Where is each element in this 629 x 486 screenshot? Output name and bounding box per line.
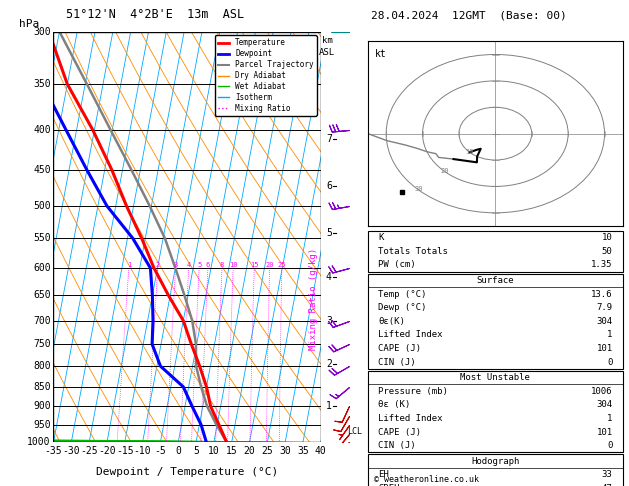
Text: 101: 101 bbox=[596, 344, 613, 353]
Text: 550: 550 bbox=[33, 233, 51, 243]
Text: -15: -15 bbox=[116, 446, 133, 455]
Text: 1: 1 bbox=[607, 330, 613, 339]
Text: km: km bbox=[322, 35, 333, 45]
Text: 500: 500 bbox=[33, 201, 51, 211]
Text: 20: 20 bbox=[243, 446, 255, 455]
Text: 47: 47 bbox=[602, 484, 613, 486]
Text: 25: 25 bbox=[262, 446, 273, 455]
Text: 304: 304 bbox=[596, 400, 613, 409]
Text: 450: 450 bbox=[33, 165, 51, 175]
Text: Lifted Index: Lifted Index bbox=[378, 414, 443, 423]
Text: 900: 900 bbox=[33, 401, 51, 411]
Text: 15: 15 bbox=[226, 446, 238, 455]
Text: CAPE (J): CAPE (J) bbox=[378, 428, 421, 436]
Text: θε(K): θε(K) bbox=[378, 317, 405, 326]
Text: 4: 4 bbox=[187, 262, 191, 268]
Text: 10: 10 bbox=[602, 233, 613, 242]
Text: 400: 400 bbox=[33, 125, 51, 135]
Text: K: K bbox=[378, 233, 384, 242]
Text: Lifted Index: Lifted Index bbox=[378, 330, 443, 339]
Text: Surface: Surface bbox=[477, 276, 514, 285]
Text: 1: 1 bbox=[607, 414, 613, 423]
Text: 50: 50 bbox=[602, 247, 613, 256]
Text: 3: 3 bbox=[174, 262, 177, 268]
Text: Hodograph: Hodograph bbox=[471, 457, 520, 466]
Text: 2: 2 bbox=[155, 262, 160, 268]
Text: Dewpoint / Temperature (°C): Dewpoint / Temperature (°C) bbox=[96, 467, 278, 477]
Text: 600: 600 bbox=[33, 263, 51, 273]
Text: 15: 15 bbox=[250, 262, 259, 268]
Text: 35: 35 bbox=[297, 446, 309, 455]
Text: 0: 0 bbox=[607, 441, 613, 450]
Text: 3: 3 bbox=[326, 316, 332, 326]
Text: 20: 20 bbox=[265, 262, 274, 268]
Text: 750: 750 bbox=[33, 339, 51, 349]
Text: 350: 350 bbox=[33, 79, 51, 89]
Text: 1: 1 bbox=[326, 401, 332, 411]
Text: 101: 101 bbox=[596, 428, 613, 436]
Text: 1: 1 bbox=[126, 262, 131, 268]
Text: 304: 304 bbox=[596, 317, 613, 326]
Text: 1000: 1000 bbox=[27, 437, 51, 447]
Text: EH: EH bbox=[378, 470, 389, 479]
Text: 1.35: 1.35 bbox=[591, 260, 613, 269]
Text: 10: 10 bbox=[465, 149, 474, 155]
Text: 8: 8 bbox=[220, 262, 224, 268]
Text: SREH: SREH bbox=[378, 484, 399, 486]
Text: 650: 650 bbox=[33, 290, 51, 300]
Text: 6: 6 bbox=[206, 262, 210, 268]
Text: hPa: hPa bbox=[19, 19, 39, 29]
Text: 7.9: 7.9 bbox=[596, 303, 613, 312]
Text: 30: 30 bbox=[279, 446, 291, 455]
Text: Pressure (mb): Pressure (mb) bbox=[378, 387, 448, 396]
Text: kt: kt bbox=[376, 49, 387, 59]
Text: CAPE (J): CAPE (J) bbox=[378, 344, 421, 353]
Text: 10: 10 bbox=[229, 262, 237, 268]
Text: 950: 950 bbox=[33, 420, 51, 430]
Text: ASL: ASL bbox=[320, 48, 335, 57]
Text: -10: -10 bbox=[134, 446, 152, 455]
Text: 0: 0 bbox=[175, 446, 181, 455]
Text: 0: 0 bbox=[607, 358, 613, 366]
Text: 10: 10 bbox=[208, 446, 220, 455]
Text: -20: -20 bbox=[98, 446, 116, 455]
Text: Temp (°C): Temp (°C) bbox=[378, 290, 426, 298]
Text: 40: 40 bbox=[315, 446, 326, 455]
Text: 13.6: 13.6 bbox=[591, 290, 613, 298]
Text: Dewp (°C): Dewp (°C) bbox=[378, 303, 426, 312]
Text: 800: 800 bbox=[33, 361, 51, 371]
Text: 20: 20 bbox=[440, 168, 448, 174]
Text: θε (K): θε (K) bbox=[378, 400, 410, 409]
Text: 4: 4 bbox=[326, 272, 332, 282]
Text: 6: 6 bbox=[326, 181, 332, 191]
Legend: Temperature, Dewpoint, Parcel Trajectory, Dry Adiabat, Wet Adiabat, Isotherm, Mi: Temperature, Dewpoint, Parcel Trajectory… bbox=[214, 35, 317, 116]
Text: -30: -30 bbox=[62, 446, 80, 455]
Text: -5: -5 bbox=[155, 446, 166, 455]
Text: 25: 25 bbox=[277, 262, 286, 268]
Text: 28.04.2024  12GMT  (Base: 00): 28.04.2024 12GMT (Base: 00) bbox=[371, 11, 567, 21]
Text: 5: 5 bbox=[193, 446, 199, 455]
Text: Totals Totals: Totals Totals bbox=[378, 247, 448, 256]
Text: 5: 5 bbox=[326, 228, 332, 238]
Text: 33: 33 bbox=[602, 470, 613, 479]
Text: 5: 5 bbox=[197, 262, 201, 268]
Text: Most Unstable: Most Unstable bbox=[460, 373, 530, 382]
Text: © weatheronline.co.uk: © weatheronline.co.uk bbox=[374, 474, 479, 484]
Text: -25: -25 bbox=[81, 446, 98, 455]
Text: CIN (J): CIN (J) bbox=[378, 358, 416, 366]
Text: LCL: LCL bbox=[348, 427, 363, 436]
Text: 700: 700 bbox=[33, 315, 51, 326]
Text: 7: 7 bbox=[326, 134, 332, 144]
Text: PW (cm): PW (cm) bbox=[378, 260, 416, 269]
Text: Mixing Ratio (g/kg): Mixing Ratio (g/kg) bbox=[309, 247, 318, 349]
Text: 30: 30 bbox=[415, 186, 423, 192]
Text: 850: 850 bbox=[33, 382, 51, 392]
Text: -35: -35 bbox=[45, 446, 62, 455]
Text: 300: 300 bbox=[33, 27, 51, 36]
Text: 51°12'N  4°2B'E  13m  ASL: 51°12'N 4°2B'E 13m ASL bbox=[66, 8, 244, 21]
Text: CIN (J): CIN (J) bbox=[378, 441, 416, 450]
Text: 2: 2 bbox=[326, 359, 332, 369]
Text: 1006: 1006 bbox=[591, 387, 613, 396]
